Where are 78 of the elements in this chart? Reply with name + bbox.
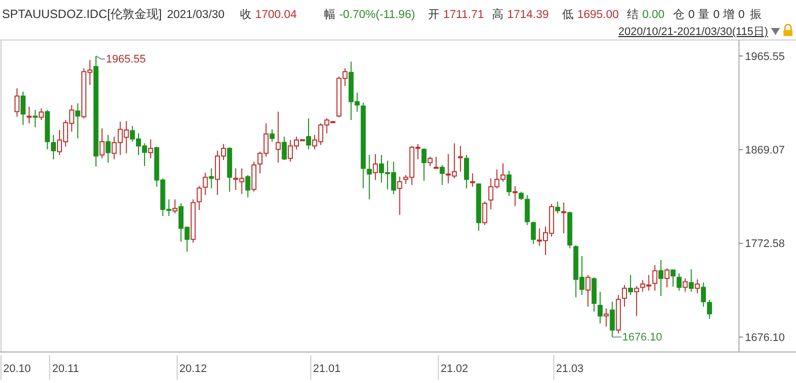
candlestick <box>208 168 214 189</box>
candlestick <box>598 291 603 324</box>
chart-title: SPTAUUSDOZ.IDC[伦敦金现] <box>2 7 162 21</box>
candlestick <box>397 176 402 216</box>
candlestick <box>676 272 682 292</box>
candlestick <box>372 154 378 181</box>
candlestick <box>458 146 463 172</box>
candlestick <box>688 268 694 292</box>
candlestick <box>245 174 250 198</box>
candlestick <box>196 186 202 211</box>
candlestick <box>172 198 178 214</box>
candlestick <box>700 282 706 308</box>
candlestick <box>586 274 591 308</box>
text: 仓 0 <box>673 8 695 21</box>
x-tick-label: 20.10 <box>3 363 31 375</box>
annotation: 1676.10 <box>622 332 662 344</box>
candlestick <box>530 221 536 245</box>
candlestick <box>512 186 518 207</box>
candlestick <box>366 154 372 200</box>
candlestick <box>20 91 26 126</box>
text: 开 1711.71 <box>428 8 484 21</box>
text: 2021/03/30 <box>167 9 225 21</box>
candlestick <box>555 201 560 214</box>
x-tick-label: 21.03 <box>556 363 584 375</box>
y-tick-label: 1965.55 <box>745 50 785 63</box>
candlestick <box>707 299 712 320</box>
candlestick <box>75 102 80 139</box>
candlestick <box>306 118 312 150</box>
annotation: 1965.55 <box>106 54 146 66</box>
candlestick <box>270 128 275 142</box>
candlestick <box>38 108 44 121</box>
text: 结 0.00 <box>627 8 665 21</box>
candlestick <box>470 172 476 188</box>
candlestick <box>14 88 20 118</box>
candlestick <box>694 278 700 294</box>
x-tick-label: 21.01 <box>313 363 341 375</box>
candlestick <box>634 286 640 316</box>
candlestick <box>106 134 111 164</box>
candlestick <box>622 284 627 308</box>
candlestick <box>202 172 208 196</box>
text: 高 1714.39 <box>492 7 549 21</box>
candlestick <box>664 268 670 288</box>
text: 增 0 <box>722 8 745 21</box>
y-tick-label: 1676.10 <box>745 332 785 344</box>
candlestick <box>464 154 470 189</box>
candlestick <box>652 264 658 292</box>
candlestick <box>561 202 566 234</box>
text: 振 <box>750 8 762 21</box>
candlestick <box>148 138 154 159</box>
candlestick <box>440 164 445 186</box>
candlestick <box>282 136 287 161</box>
candlestick <box>610 301 615 338</box>
candlestick <box>434 156 439 169</box>
candlestick <box>670 268 676 288</box>
x-tick-label: 20.11 <box>52 363 79 375</box>
candlestick <box>628 274 634 296</box>
text: 低 1695.00 <box>562 8 619 21</box>
x-tick-label: 20.12 <box>179 363 207 375</box>
candlestick <box>100 128 105 159</box>
candlestick <box>26 106 32 124</box>
candlestick <box>421 148 426 182</box>
chart-subtitle: 2020/10/21-2021/03/30(115日) <box>618 26 768 38</box>
candlestick <box>524 194 530 226</box>
candlestick <box>658 260 664 296</box>
candlestick <box>682 278 688 292</box>
text: 幅 -0.70%(-11.96) <box>324 8 416 21</box>
y-tick-label: 1869.07 <box>745 144 785 157</box>
x-tick-label: 21.02 <box>440 363 468 375</box>
text: 收 1700.04 <box>240 8 298 21</box>
candlestick <box>276 111 281 164</box>
candlestick <box>50 134 56 160</box>
candlestick <box>32 110 38 128</box>
candlestick <box>482 201 488 226</box>
candlestick <box>428 156 433 167</box>
candlestick <box>506 170 512 196</box>
text: 量 0 <box>698 8 720 21</box>
y-tick-label: 1772.58 <box>745 238 785 250</box>
candlestick <box>604 308 609 328</box>
